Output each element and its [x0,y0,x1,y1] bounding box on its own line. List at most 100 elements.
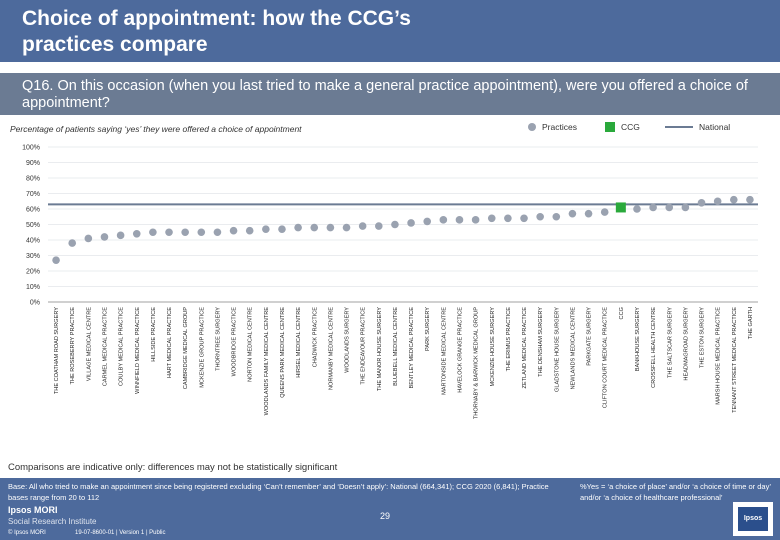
x-tick-label: NORMANBY MEDICAL CENTRE [328,307,334,390]
ipsos-logo: Ipsos [733,502,773,536]
practice-point [391,220,399,229]
x-tick-label: NORTON MEDICAL CENTRE [248,307,254,382]
practice-point [681,203,690,212]
x-tick-label: MARSH HOUSE MEDICAL PRACTICE [716,307,722,405]
x-tick-label: HILLSIDE PRACTICE [151,307,157,362]
x-tick-label: CLIFTON COURT MEDICAL PRACTICE [603,307,609,408]
legend-practices-label: Practices [542,122,577,132]
practice-point [358,222,367,230]
legend-practices: Practices [528,122,577,132]
x-tick-label: PARKGATE SURGERY [587,307,593,366]
ccg-point [615,202,626,213]
practice-point [84,234,93,243]
practice-point [245,226,254,235]
x-tick-label: THE MANOR HOUSE SURGERY [377,307,383,391]
chart-svg: 0% 10% 20% 30% 40% 50% 60% 70% 80% 90% 100% THE CO… [22,145,758,419]
practice-point [568,209,577,218]
practice-point [536,212,544,221]
practice-point [633,205,641,213]
x-tick-label: WOODLANDS FAMILY MEDICAL CENTRE [264,307,270,416]
y-tick-label: 80% [26,176,40,183]
practice-point [600,208,609,216]
practice-point [229,226,238,235]
base-text: Base: All who tried to make an appointme… [8,482,549,502]
page-number: 29 [380,511,391,521]
reference: 19-07-8600-01 | Version 1 | Public [75,530,166,536]
x-tick-label: TENNANT STREET MEDICAL PRACTICE [732,307,738,413]
practice-point [278,225,286,233]
x-tick-label: BLUEBELL MEDICAL CENTRE [393,307,399,386]
y-tick-label: 60% [26,207,40,214]
x-tick-label: GLADSTONE HOUSE SURGERY [554,307,560,392]
legend-national-label: National [699,122,731,132]
x-tick-label: WOODLANDS SURGERY [345,307,351,373]
x-tick-label: HEADMAGROAD SURGERY [683,307,689,381]
question-band [0,73,780,115]
legend-national: National [665,122,730,132]
legend-ccg: CCG [605,122,640,132]
x-tick-label: THE GARTH [748,307,754,339]
practice-point [439,216,448,224]
practice-point [116,231,125,240]
practice-point [310,223,319,232]
practice-point [423,217,432,226]
practice-point [326,223,335,232]
practice-point [665,203,674,212]
y-tick-label: 90% [26,160,40,167]
x-tick-label: THE ERIMUS PRACTICE [506,307,512,372]
question-text: Q16. On this occasion (when you last tri… [22,78,748,111]
practice-point [100,233,109,241]
logo-name: Ipsos MORI [8,505,58,515]
practice-point [132,230,141,238]
footer-bar [0,478,780,540]
practice-point [342,223,351,232]
y-tick-label: 100% [22,145,40,152]
x-tick-label: CHADWICK PRACTICE [312,307,318,368]
x-tick-label: MARTONSIDE MEDICAL CENTRE [441,307,447,395]
practice-point [552,212,561,221]
practice-point [197,228,206,237]
practice-point [374,222,383,230]
x-tick-label: ZETLAND MEDICAL PRACTICE [522,307,528,389]
x-tick-label: QUEENS PARK MEDICAL CENTRE [280,307,286,398]
comparisons-note: Comparisons are indicative only: differe… [8,462,338,473]
x-tick-label: THE ESTON SURGERY [700,307,706,368]
practice-point [262,225,270,233]
x-tick-label: THE COATHAM ROAD SURGERY [54,307,60,394]
legend-ccg-label: CCG [621,122,640,132]
chart-subtitle: Percentage of patients saying ‘yes’ they… [10,124,302,134]
x-tick-label: BANKHOUSE SURGERY [635,307,641,372]
practice-point [697,199,706,207]
x-tick-label: THE ENDEAVOUR PRACTICE [361,307,367,385]
y-tick-label: 30% [26,253,40,260]
legend-national-line [665,126,693,128]
footnote-text: %Yes = ‘a choice of place’ and/or ‘a cho… [580,482,771,502]
header-bar [0,0,780,62]
x-tick-label: THE ROSEBERRY PRACTICE [70,307,76,385]
x-tick-label: COULBY MEDICAL PRACTICE [119,307,125,386]
practice-point [504,214,512,223]
page-title: Choice of appointment: how the CCG’s pra… [22,7,411,56]
x-tick-label: MCKENZIE GROUP PRACTICE [199,307,205,388]
copyright: © Ipsos MORI [8,530,46,536]
ipsos-logo-text: Ipsos [738,507,768,531]
data-points [52,195,754,264]
x-tick-label: NEWLANDS MEDICAL CENTRE [570,307,576,390]
x-tick-label: CAMBRIDGE MEDICAL GROUP [183,307,189,389]
y-tick-label: 20% [26,269,40,276]
practice-point [213,228,222,237]
practice-point [294,223,302,232]
x-tick-label: WOODBRIDGE PRACTICE [232,307,238,377]
practice-point [729,195,738,204]
y-tick-label: 10% [26,284,40,291]
x-tick-label: CROSSFELL HEALTH CENTRE [651,307,657,388]
practice-point [149,228,157,237]
x-tick-label: MCKENZIE HOUSE SURGERY [490,307,496,387]
x-tick-label: CARMEL MEDICAL PRACTICE [102,307,108,386]
practice-point [68,239,77,247]
y-axis: 0% 10% 20% 30% 40% 50% 60% 70% 80% 90% 100% [22,145,40,307]
legend-ccg-marker [605,122,615,132]
practice-point [165,228,173,237]
x-tick-label: THORNTREE SURGERY [215,307,221,371]
x-tick-label: THE SALTSCAR SURGERY [667,307,673,378]
